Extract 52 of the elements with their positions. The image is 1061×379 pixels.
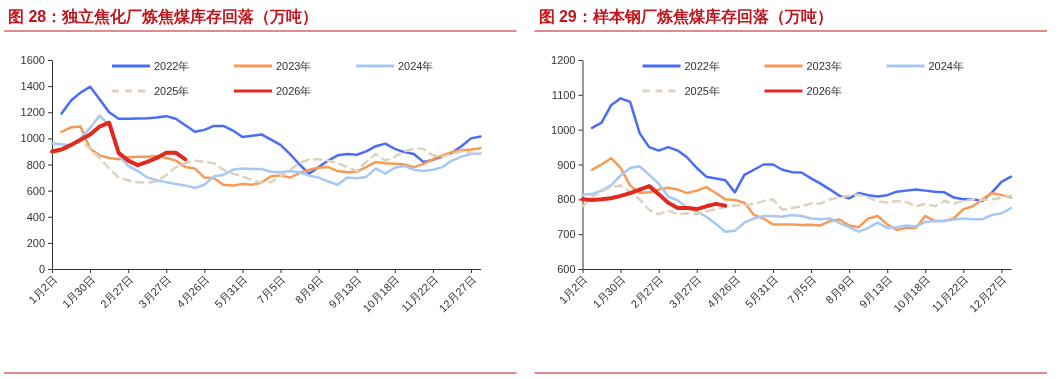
y-tick-label: 1600 <box>20 54 45 67</box>
legend-label: 2026年 <box>806 85 842 97</box>
legend-label: 2023年 <box>806 60 842 72</box>
y-tick-label: 400 <box>26 210 45 223</box>
x-tick-label: 4月26日 <box>174 273 212 311</box>
line-series <box>590 97 1013 203</box>
x-tick-label: 1月2日 <box>556 273 590 306</box>
x-tick-label: 11月22日 <box>929 273 971 314</box>
line-series <box>60 85 482 175</box>
y-tick-label: 1000 <box>551 123 576 136</box>
line-series <box>50 120 188 168</box>
x-tick-label: 5月31日 <box>212 273 250 311</box>
legend-label: 2024年 <box>398 60 434 72</box>
y-tick-label: 200 <box>26 236 45 249</box>
y-tick-label: 600 <box>557 263 576 276</box>
line-series <box>581 184 1013 216</box>
y-tick-label: 1000 <box>20 132 45 145</box>
x-tick-label: 7月5日 <box>254 273 288 306</box>
y-tick-label: 1200 <box>20 106 45 119</box>
x-tick-label: 1月30日 <box>590 273 628 311</box>
x-tick-label: 5月31日 <box>742 273 780 311</box>
x-tick-label: 2月27日 <box>98 273 136 311</box>
y-tick-label: 700 <box>557 228 576 241</box>
x-tick-label: 8月9日 <box>823 273 856 306</box>
y-tick-label: 600 <box>26 184 45 197</box>
chart-title: 图 28：独立焦化厂炼焦煤库存回落（万吨） <box>8 7 319 26</box>
legend-label: 2023年 <box>276 60 312 72</box>
x-tick-label: 2月27日 <box>628 273 666 311</box>
x-tick-label: 7月5日 <box>785 273 818 306</box>
line-series <box>50 138 482 185</box>
legend-label: 2022年 <box>684 60 720 72</box>
legend-label: 2025年 <box>154 85 190 97</box>
legend-label: 2022年 <box>154 60 190 72</box>
legend-label: 2024年 <box>928 60 964 72</box>
x-tick-label: 3月27日 <box>136 273 174 311</box>
x-tick-label: 1月30日 <box>59 273 97 311</box>
x-tick-label: 4月26日 <box>704 273 742 311</box>
x-tick-label: 8月9日 <box>292 273 326 306</box>
legend-label: 2025年 <box>684 85 720 97</box>
x-tick-label: 9月13日 <box>857 273 895 311</box>
y-tick-label: 0 <box>38 263 45 276</box>
x-tick-label: 1月2日 <box>26 273 59 306</box>
x-tick-label: 3月27日 <box>666 273 704 311</box>
y-tick-label: 800 <box>557 193 576 206</box>
y-tick-label: 900 <box>557 158 576 171</box>
line-series <box>580 184 728 212</box>
chart-title: 图 29：样本钢厂炼焦煤库存回落（万吨） <box>538 8 833 26</box>
y-tick-label: 1100 <box>551 88 576 101</box>
legend-label: 2026年 <box>276 85 312 97</box>
y-tick-label: 1200 <box>551 54 576 67</box>
y-tick-label: 800 <box>26 158 45 171</box>
y-tick-label: 1400 <box>20 80 45 93</box>
